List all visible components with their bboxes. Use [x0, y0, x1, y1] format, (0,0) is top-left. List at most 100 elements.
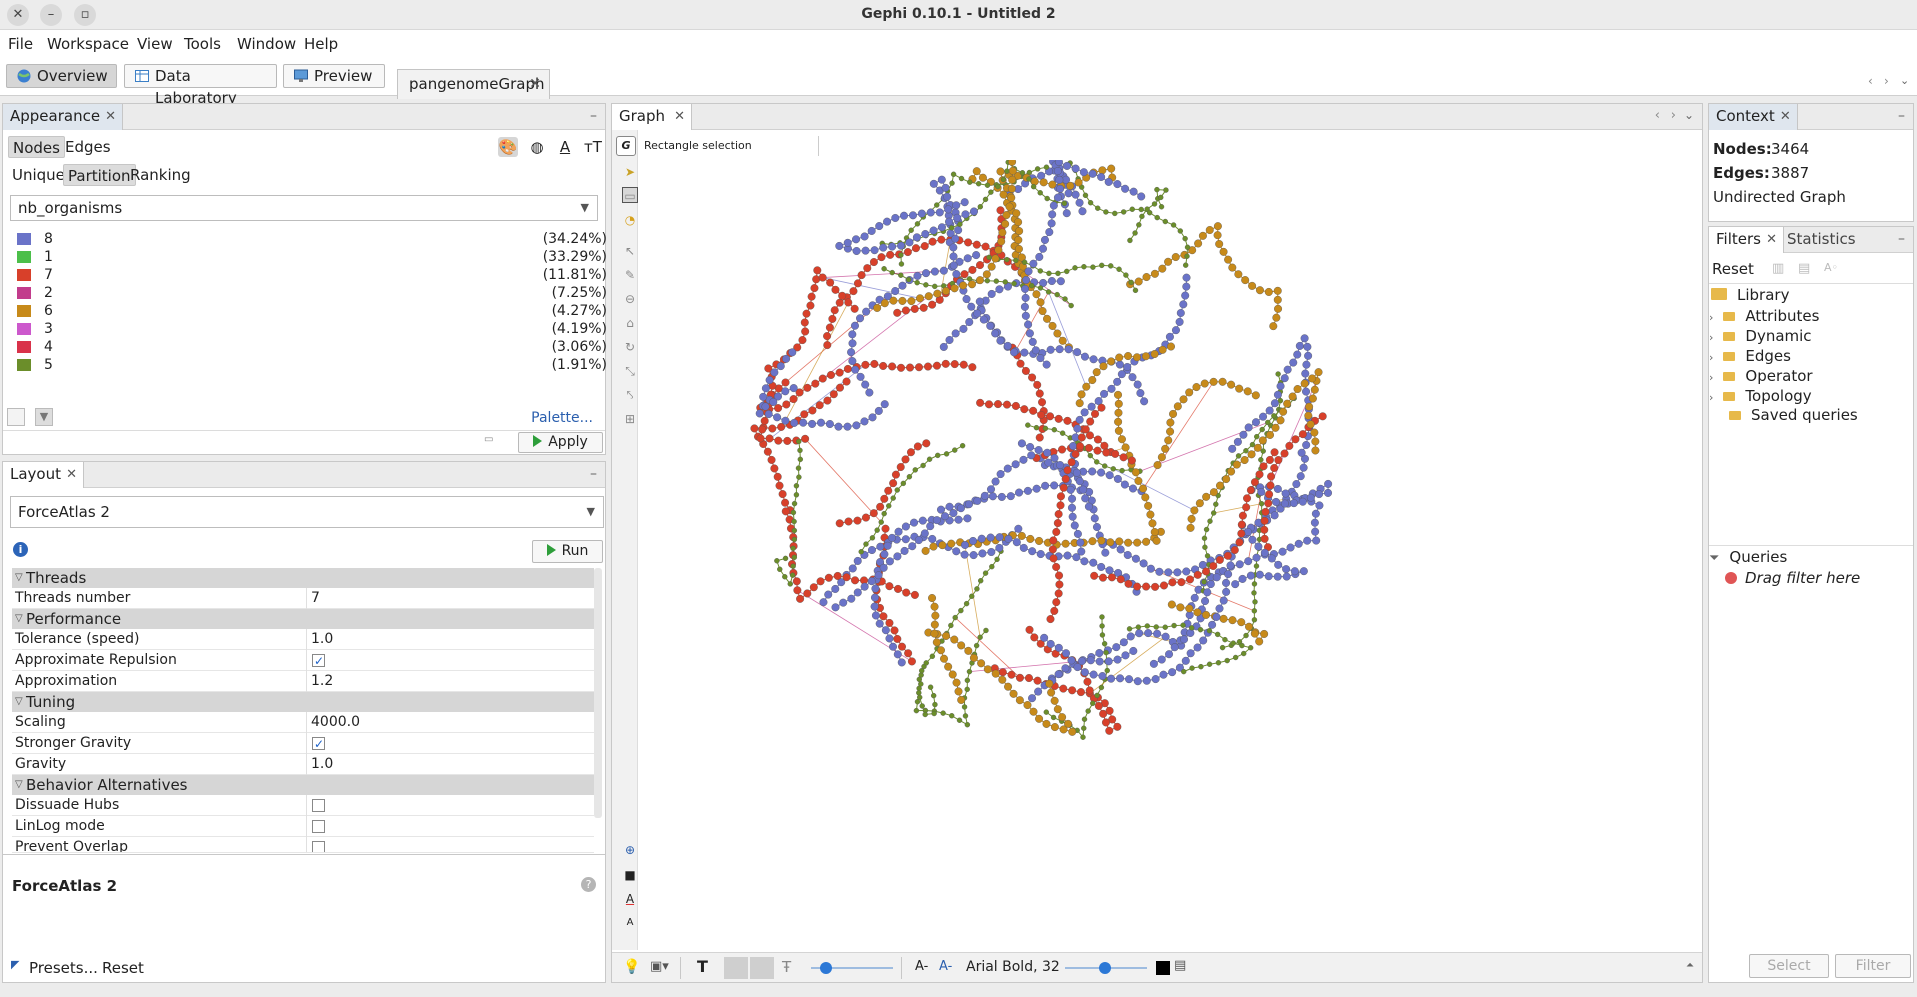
copy-icon[interactable]: [7, 408, 25, 426]
minimize-icon[interactable]: –: [590, 108, 597, 124]
filter-category-edges[interactable]: › Edges: [1709, 347, 1791, 365]
scroll-left-icon[interactable]: ‹: [1868, 74, 1873, 88]
direct-selection-icon[interactable]: ↖: [624, 244, 636, 258]
color-swatch[interactable]: [17, 233, 31, 245]
run-button[interactable]: Run: [532, 540, 603, 563]
layout-algorithm-dropdown[interactable]: ForceAtlas 2 ▼: [10, 496, 604, 528]
prop-approx-repulsion[interactable]: Approximate Repulsion: [12, 650, 594, 671]
font-size-slider-thumb[interactable]: [1099, 962, 1111, 974]
legend-row[interactable]: 6 (4.27%): [17, 302, 607, 320]
menu-window[interactable]: Window: [237, 35, 297, 53]
help-icon[interactable]: ?: [581, 877, 596, 892]
layout-tab[interactable]: Layout ✕: [3, 462, 84, 488]
chevron-down-icon[interactable]: ⌄: [1900, 74, 1910, 87]
saved-queries-node[interactable]: Saved queries: [1729, 406, 1858, 424]
nodes-toggle[interactable]: Nodes: [8, 136, 65, 158]
edge-scale-slider-thumb[interactable]: [820, 962, 832, 974]
prop-tolerance[interactable]: Tolerance (speed) 1.0: [12, 629, 594, 650]
legend-row[interactable]: 1 (33.29%): [17, 248, 607, 266]
palette-link[interactable]: Palette...: [531, 410, 593, 426]
edge-scale-slider-track[interactable]: [811, 967, 893, 969]
dissuade-hubs-checkbox[interactable]: [312, 799, 325, 812]
filter-icon[interactable]: ▼: [35, 408, 53, 426]
menu-help[interactable]: Help: [304, 35, 339, 53]
edge-color-icon[interactable]: [750, 957, 774, 979]
prop-dissuade-hubs[interactable]: Dissuade Hubs: [12, 795, 594, 816]
prop-value[interactable]: 1.0: [306, 629, 594, 650]
edges-toggle-icon[interactable]: [724, 957, 748, 979]
close-icon[interactable]: ✕: [529, 76, 541, 92]
color-swatch[interactable]: [17, 251, 31, 263]
document-tab[interactable]: pangenomeGraph ✕: [397, 69, 550, 99]
label-attributes-icon[interactable]: ▤: [1174, 958, 1187, 973]
filters-tab[interactable]: Filters ✕: [1709, 227, 1784, 253]
unique-tab[interactable]: Unique: [12, 166, 65, 184]
pointer-tool-icon[interactable]: ➤: [624, 165, 636, 179]
palette-icon[interactable]: 🎨: [498, 137, 518, 157]
prop-value[interactable]: 4000.0: [306, 712, 594, 733]
color-swatch[interactable]: [17, 359, 31, 371]
preview-button[interactable]: Preview: [283, 64, 385, 88]
appearance-tab[interactable]: Appearance ✕: [3, 104, 124, 130]
chevron-down-icon[interactable]: ⌄: [1683, 108, 1694, 122]
chevron-right-icon[interactable]: ›: [1709, 371, 1714, 384]
prop-prevent-overlap[interactable]: Prevent Overlap: [12, 837, 594, 853]
menu-tools[interactable]: Tools: [184, 35, 221, 53]
drag-filter-hint[interactable]: Drag filter here: [1725, 569, 1860, 587]
minimize-icon[interactable]: –: [1898, 231, 1905, 247]
legend-row[interactable]: 3 (4.19%): [17, 320, 607, 338]
size-icon[interactable]: ◍: [530, 138, 544, 156]
heat-map-icon[interactable]: ⤣: [626, 388, 634, 402]
label-color-swatch[interactable]: [1156, 961, 1170, 975]
partition-tab[interactable]: Partition: [63, 164, 136, 186]
ranking-tab[interactable]: Ranking: [130, 166, 191, 184]
color-swatch[interactable]: [17, 341, 31, 353]
screenshot-icon[interactable]: ▣▾: [650, 959, 669, 974]
legend-row[interactable]: 5 (1.91%): [17, 356, 607, 374]
close-icon[interactable]: ✕: [66, 467, 77, 482]
statistics-tab[interactable]: Statistics: [1787, 230, 1856, 248]
info-icon[interactable]: i: [13, 542, 28, 557]
rotate-icon[interactable]: ↻: [624, 340, 636, 354]
label-size-mode-icon[interactable]: Ŧ: [782, 958, 792, 976]
reset-button[interactable]: Reset: [102, 959, 144, 977]
close-icon[interactable]: ✕: [674, 109, 686, 124]
legend-row[interactable]: 2 (7.25%): [17, 284, 607, 302]
shortest-path-icon[interactable]: ⤡: [625, 364, 635, 378]
export-filter-icon[interactable]: ▤: [1798, 261, 1811, 276]
menu-file[interactable]: File: [8, 35, 34, 53]
presets-button[interactable]: Presets...: [29, 959, 98, 977]
chevron-right-icon[interactable]: ›: [1709, 331, 1714, 344]
zoom-icon[interactable]: ⊕: [624, 843, 636, 857]
minimize-icon[interactable]: –: [1898, 108, 1905, 124]
select-button[interactable]: Select: [1749, 954, 1829, 978]
graph-tab[interactable]: Graph ✕: [612, 104, 693, 130]
network-graph[interactable]: [643, 157, 1698, 950]
edges-toggle[interactable]: Edges: [65, 138, 111, 156]
legend-row[interactable]: 7 (11.81%): [17, 266, 607, 284]
prop-stronger-gravity[interactable]: Stronger Gravity: [12, 733, 594, 754]
drag-handle-icon[interactable]: ▭: [484, 434, 494, 445]
color-swatch[interactable]: [17, 323, 31, 335]
prop-gravity[interactable]: Gravity 1.0: [12, 754, 594, 775]
menu-workspace[interactable]: Workspace: [47, 35, 129, 53]
legend-row[interactable]: 4 (3.06%): [17, 338, 607, 356]
node-size-icon[interactable]: ⊞: [624, 412, 636, 426]
prop-value[interactable]: 7: [306, 588, 594, 609]
filter-button[interactable]: Filter: [1835, 954, 1911, 978]
background-color-icon[interactable]: ■: [624, 868, 636, 882]
prop-linlog[interactable]: LinLog mode: [12, 816, 594, 837]
prop-scaling[interactable]: Scaling 4000.0: [12, 712, 594, 733]
approx-repulsion-checkbox[interactable]: [312, 651, 325, 671]
maximize-window-icon[interactable]: ▫: [74, 4, 96, 26]
painter-icon[interactable]: ⌂: [626, 316, 634, 330]
filter-category-operator[interactable]: › Operator: [1709, 367, 1813, 385]
prop-approximation[interactable]: Approximation 1.2: [12, 671, 594, 692]
font-label[interactable]: Arial Bold, 32: [966, 959, 1060, 975]
color-swatch[interactable]: [17, 305, 31, 317]
chevron-right-icon[interactable]: ›: [1709, 311, 1714, 324]
close-icon[interactable]: ✕: [1779, 109, 1791, 124]
overview-button[interactable]: Overview: [6, 64, 117, 88]
filter-category-attributes[interactable]: › Attributes: [1709, 307, 1819, 325]
chevron-right-icon[interactable]: ›: [1709, 391, 1714, 404]
